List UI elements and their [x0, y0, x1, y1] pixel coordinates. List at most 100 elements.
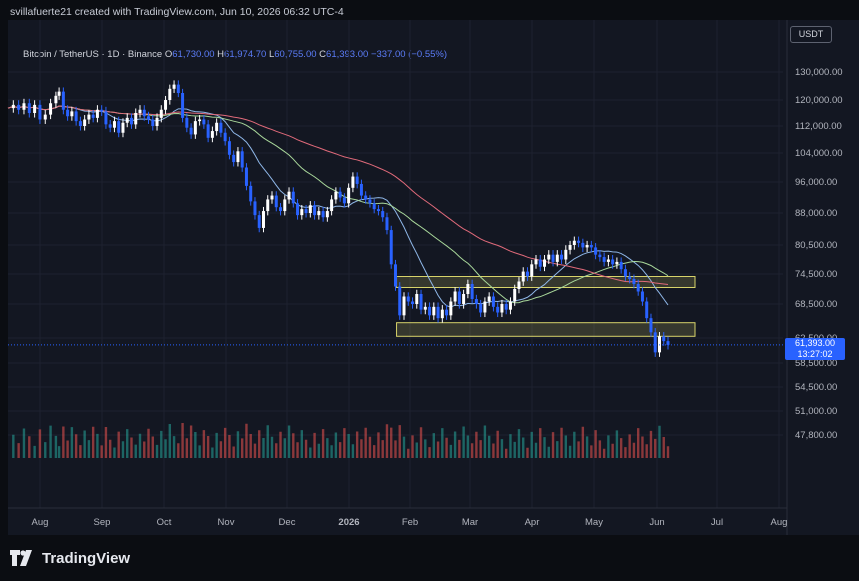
candle-body [253, 201, 257, 216]
candle-body [428, 306, 432, 316]
volume-bar [428, 447, 431, 458]
volume-bar [372, 445, 376, 458]
candle-body [172, 84, 176, 89]
volume-bar [364, 427, 367, 458]
candle-body [121, 122, 125, 133]
volume-bar [449, 444, 453, 458]
candle-body [338, 191, 342, 198]
candle-body [666, 341, 670, 345]
volume-bar [654, 438, 657, 458]
volume-bar [108, 439, 112, 458]
candle-body [436, 306, 440, 319]
y-tick-label: 88,000.00 [795, 208, 837, 219]
volume-bar [270, 436, 274, 458]
low-value: 60,755.00 [274, 49, 317, 60]
volume-bar [619, 438, 623, 458]
tradingview-logo-icon [10, 550, 32, 566]
candle-body [470, 284, 474, 299]
candle-body [440, 309, 444, 319]
candle-body [449, 301, 453, 316]
candle-body [623, 269, 627, 277]
volume-bar [607, 435, 610, 458]
moving-average-ma_slow [7, 105, 669, 285]
y-tick-label: 130,000.00 [795, 67, 843, 78]
symbol-label[interactable]: Bitcoin / TetherUS · 1D · Binance [23, 49, 163, 60]
candle-body [206, 124, 210, 138]
x-tick-label: Mar [462, 517, 478, 528]
volume-bar [343, 428, 346, 458]
volume-bar [628, 434, 631, 458]
candle-body [334, 191, 338, 200]
volume-bar [249, 434, 252, 458]
volume-bar [275, 443, 278, 458]
candle-body [227, 141, 231, 155]
volume-bar [151, 436, 154, 458]
volume-bar [79, 445, 82, 458]
volume-bar [232, 446, 235, 458]
volume-bar [62, 426, 65, 458]
candle-body [385, 217, 389, 231]
candle-body [168, 88, 172, 100]
candle-body [219, 122, 223, 133]
volume-bar [38, 429, 42, 458]
volume-bar [57, 446, 61, 458]
volume-bar [160, 430, 163, 458]
volume-bar [223, 427, 227, 458]
x-tick-label: Jun [649, 517, 664, 528]
candle-body [466, 284, 470, 294]
candle-body [615, 261, 619, 265]
volume-bar [407, 448, 410, 458]
volume-bar [194, 432, 197, 458]
x-tick-label: Nov [218, 517, 235, 528]
volume-bar [577, 441, 580, 458]
volume-bar [70, 427, 74, 458]
candle-body [159, 109, 163, 118]
candle-body [457, 291, 461, 304]
volume-bar [33, 445, 36, 458]
candle-body [129, 117, 133, 125]
candle-body [657, 336, 661, 353]
candle-body [185, 117, 189, 128]
volume-bar [215, 432, 218, 458]
volume-bar [615, 430, 619, 458]
volume-bar [360, 439, 363, 458]
candle-body [551, 254, 555, 262]
candle-body [38, 104, 42, 120]
candle-body [491, 296, 495, 307]
volume-bar [130, 437, 133, 458]
volume-bar [126, 429, 129, 458]
candle-body [236, 151, 240, 163]
volume-bar [87, 440, 91, 458]
volume-bar [534, 442, 538, 458]
candle-body [487, 296, 491, 302]
candle-body [83, 119, 87, 126]
volume-bar [598, 440, 602, 458]
candle-body [296, 203, 300, 216]
volume-bar [666, 446, 670, 458]
volume-bar [581, 426, 585, 458]
volume-bar [206, 436, 210, 458]
volume-bar [304, 439, 308, 458]
volume-bar [432, 433, 436, 458]
candle-body [70, 111, 74, 117]
tradingview-logo[interactable]: TradingView [10, 548, 130, 568]
volume-bar [402, 436, 406, 458]
candle-body [389, 230, 393, 265]
candle-body [594, 247, 598, 255]
currency-button[interactable]: USDT [790, 26, 832, 43]
volume-bar [168, 424, 172, 458]
y-tick-label: 47,800.00 [795, 430, 837, 441]
brand-name: TradingView [42, 549, 131, 567]
candle-body [530, 264, 534, 277]
volume-bar [573, 431, 576, 458]
candle-body [423, 306, 427, 310]
volume-bar [300, 430, 304, 458]
volume-bar [594, 430, 597, 458]
candle-body [406, 296, 410, 302]
candle-body [155, 117, 159, 126]
candle-body [636, 284, 640, 292]
candle-body [215, 122, 219, 132]
volume-bar [496, 430, 499, 458]
